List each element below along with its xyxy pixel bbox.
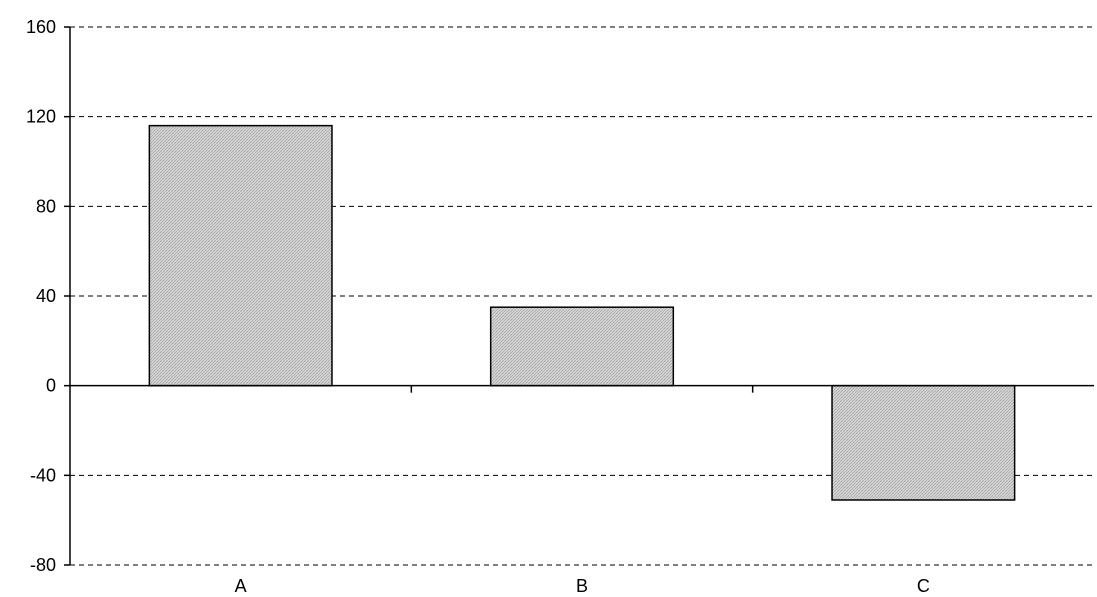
bar-C	[831, 384, 1016, 501]
y-tick-label: 80	[36, 196, 56, 216]
y-tick-label: 160	[26, 17, 56, 37]
bar-A	[148, 124, 333, 387]
tick-labels: -80 -40 0 40 80 120 160 A B C	[26, 17, 930, 596]
y-tick-label: -80	[30, 555, 56, 575]
x-tick-label: C	[917, 576, 930, 596]
x-tick-label: B	[576, 576, 588, 596]
axes	[64, 26, 1094, 566]
y-tick-label: 0	[46, 376, 56, 396]
bars	[148, 124, 1016, 501]
y-tick-label: 40	[36, 286, 56, 306]
bar-B	[489, 306, 675, 387]
y-tick-label: -40	[30, 465, 56, 485]
y-tick-label: 120	[26, 107, 56, 127]
x-tick-label: A	[235, 576, 247, 596]
